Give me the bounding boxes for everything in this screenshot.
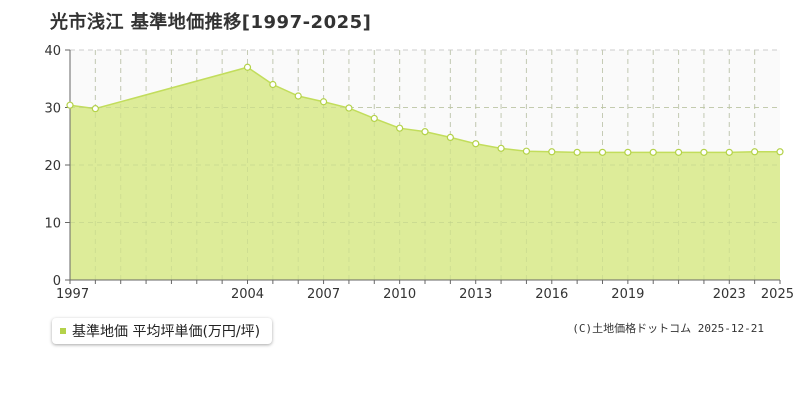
x-tick-label: 2007	[307, 287, 340, 302]
data-point	[573, 148, 581, 156]
data-point	[370, 114, 378, 123]
data-point	[91, 105, 99, 113]
data-point	[624, 148, 632, 156]
y-tick-label: 10	[44, 217, 61, 232]
data-point	[421, 128, 429, 136]
series-area	[69, 50, 780, 280]
data-point	[472, 140, 480, 148]
axes	[65, 49, 781, 284]
data-point	[319, 98, 328, 106]
data-point	[522, 147, 531, 155]
data-point	[725, 148, 733, 156]
data-point	[345, 104, 353, 112]
data-point	[598, 148, 607, 156]
series-line	[69, 66, 780, 154]
data-point	[243, 63, 252, 71]
copyright-text: (C)土地価格ドットコム 2025-12-21	[572, 322, 764, 335]
data-point	[269, 80, 277, 89]
x-tick-labels: 1997 2004 2007 2010 2013 2016 2019 2023 2025	[56, 287, 794, 302]
y-tick-label: 20	[44, 159, 61, 174]
data-point	[294, 92, 302, 100]
chart-title: 光市浅江 基準地価推移[1997-2025]	[50, 12, 372, 33]
y-tick-labels: 0 10 20 30 40	[44, 44, 61, 289]
series-fill	[70, 67, 780, 280]
legend-label: 基準地価 平均坪単価(万円/坪)	[72, 324, 261, 340]
data-points	[66, 63, 784, 156]
data-point	[548, 148, 556, 156]
data-point	[497, 144, 505, 152]
x-tick-label: 2004	[231, 287, 264, 302]
legend-swatch-icon	[60, 328, 66, 334]
y-tick-label: 0	[53, 274, 61, 289]
data-point	[446, 133, 454, 141]
data-point	[396, 124, 404, 132]
x-tick-label: 2010	[383, 287, 416, 302]
x-tick-label: 1997	[56, 287, 89, 302]
data-point	[66, 101, 74, 109]
data-point	[776, 148, 784, 156]
x-tick-label: 2013	[459, 287, 492, 302]
data-point	[700, 148, 708, 156]
legend: 基準地価 平均坪単価(万円/坪)	[52, 318, 273, 344]
data-point	[649, 148, 657, 156]
y-tick-label: 30	[44, 102, 61, 117]
x-tick-label: 2023	[713, 287, 746, 302]
y-tick-label: 40	[44, 44, 61, 59]
x-tick-label: 2025	[761, 287, 794, 302]
data-point	[751, 148, 759, 156]
data-point	[674, 148, 683, 156]
x-tick-label: 2016	[535, 287, 568, 302]
x-tick-label: 2019	[611, 287, 644, 302]
